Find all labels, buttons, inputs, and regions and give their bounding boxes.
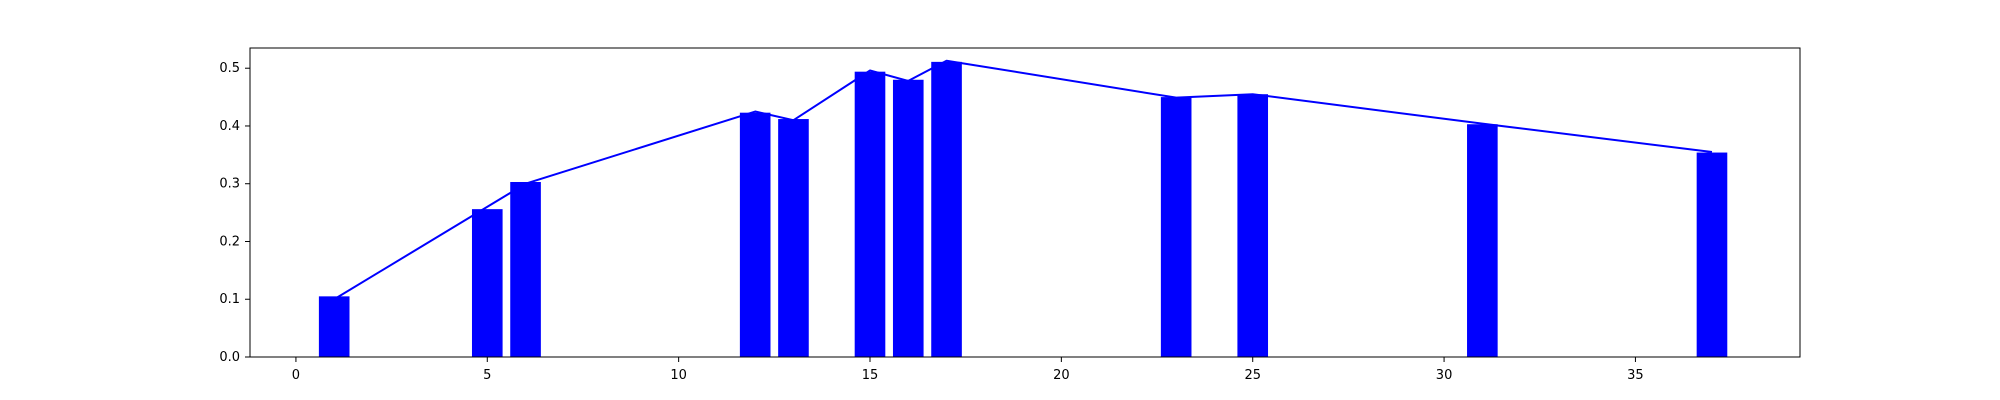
bar xyxy=(1696,152,1728,357)
x-tick-label: 5 xyxy=(483,368,491,383)
bar xyxy=(892,79,924,357)
y-tick-label: 0.5 xyxy=(219,61,240,76)
bar xyxy=(778,119,809,357)
bar xyxy=(854,71,886,358)
bar xyxy=(1467,124,1498,357)
x-tick-label: 25 xyxy=(1244,368,1261,383)
x-tick-label: 20 xyxy=(1053,368,1070,383)
bar xyxy=(471,209,503,357)
axes-frame xyxy=(249,47,1801,358)
y-tick-label: 0.4 xyxy=(219,119,240,134)
x-tick-label: 35 xyxy=(1627,368,1644,383)
y-tick-label: 0.0 xyxy=(219,350,240,365)
bars-layer xyxy=(318,61,1728,358)
bar xyxy=(1160,97,1192,358)
plot-area xyxy=(250,48,1800,357)
y-tick-label: 0.1 xyxy=(219,292,240,307)
bar xyxy=(739,112,771,357)
x-tick-label: 0 xyxy=(292,368,300,383)
x-tick-label: 10 xyxy=(670,368,687,383)
line-layer xyxy=(333,59,1713,301)
y-tick-label: 0.2 xyxy=(219,234,240,249)
bar xyxy=(318,296,350,357)
series-line xyxy=(333,59,1713,301)
bar xyxy=(931,61,962,357)
x-axis: 0 5 10 15 20 25 30 35 xyxy=(292,357,1644,383)
bar xyxy=(510,181,541,357)
x-tick-label: 15 xyxy=(862,368,879,383)
y-tick-label: 0.3 xyxy=(219,177,240,192)
x-tick-label: 30 xyxy=(1436,368,1453,383)
y-axis: 0.0 0.1 0.2 0.3 0.4 0.5 xyxy=(219,61,250,365)
bar xyxy=(1237,94,1269,358)
